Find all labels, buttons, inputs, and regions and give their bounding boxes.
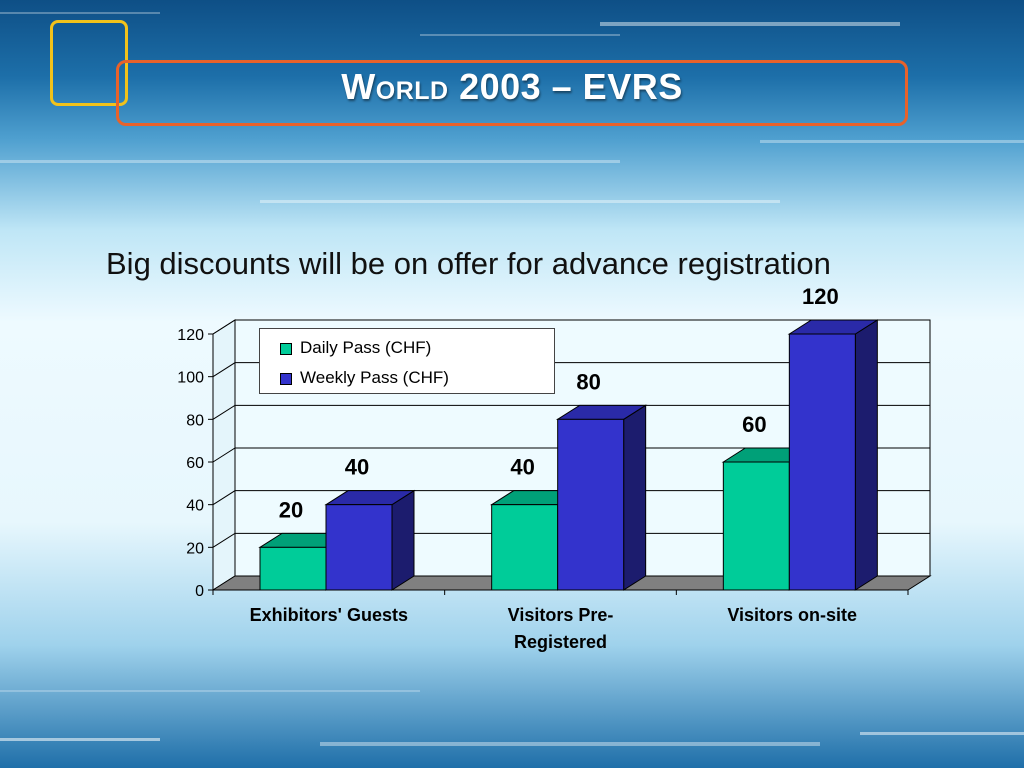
x-category-label-line: Visitors on-site — [727, 605, 857, 625]
gridline — [212, 404, 930, 420]
gridline — [212, 319, 930, 335]
bar-daily-pass — [491, 504, 559, 591]
title-frame — [116, 60, 908, 126]
top-light-streaks — [0, 12, 1024, 203]
chart-legend: Daily Pass (CHF) Weekly Pass (CHF) — [259, 328, 555, 394]
gridline — [212, 490, 930, 506]
legend-label-daily: Daily Pass (CHF) — [300, 338, 432, 357]
bar-side — [391, 489, 415, 591]
square-decoration — [50, 20, 128, 106]
y-tick-label: 40 — [186, 498, 204, 515]
bar-daily-pass — [722, 461, 790, 591]
data-label: 80 — [576, 369, 600, 394]
x-category-label: Visitors Pre- Registered — [508, 605, 614, 652]
y-tick-label: 100 — [177, 370, 204, 387]
x-category-label-line: Exhibitors' Guests — [250, 605, 408, 625]
y-tick-label: 20 — [186, 540, 204, 557]
y-tick-label: 0 — [195, 583, 204, 600]
data-label: 40 — [510, 455, 534, 480]
y-tick-label: 60 — [186, 455, 204, 472]
legend-swatch-weekly — [280, 373, 292, 385]
y-tick-label: 80 — [186, 412, 204, 429]
x-category-label: Visitors on-site — [727, 605, 857, 625]
bottom-light-streaks — [0, 690, 1024, 746]
legend-label-weekly: Weekly Pass (CHF) — [300, 368, 449, 387]
legend-item-daily: Daily Pass (CHF) — [280, 338, 432, 358]
data-label: 20 — [279, 497, 303, 522]
x-category-label-line: Visitors Pre- — [508, 605, 614, 625]
bar-side — [854, 319, 878, 591]
bar-weekly-pass — [325, 504, 393, 591]
bar-side — [623, 404, 647, 591]
data-label: 60 — [742, 412, 766, 437]
slide-title: World 2003 – EVRS — [341, 66, 683, 107]
bar-daily-pass — [259, 546, 327, 591]
bar-weekly-pass — [788, 333, 856, 591]
y-tick-label: 120 — [177, 327, 204, 344]
slide-subtitle: Big discounts will be on offer for advan… — [106, 246, 831, 281]
bar-weekly-pass — [557, 418, 625, 591]
x-category-label: Exhibitors' Guests — [250, 605, 408, 625]
legend-item-weekly: Weekly Pass (CHF) — [280, 368, 449, 388]
legend-swatch-daily — [280, 343, 292, 355]
gridline — [212, 447, 930, 463]
data-label: 120 — [802, 284, 839, 309]
gridline — [212, 532, 930, 548]
data-label: 40 — [345, 455, 369, 480]
gridline — [212, 362, 930, 378]
x-category-label-line: Registered — [514, 632, 607, 652]
